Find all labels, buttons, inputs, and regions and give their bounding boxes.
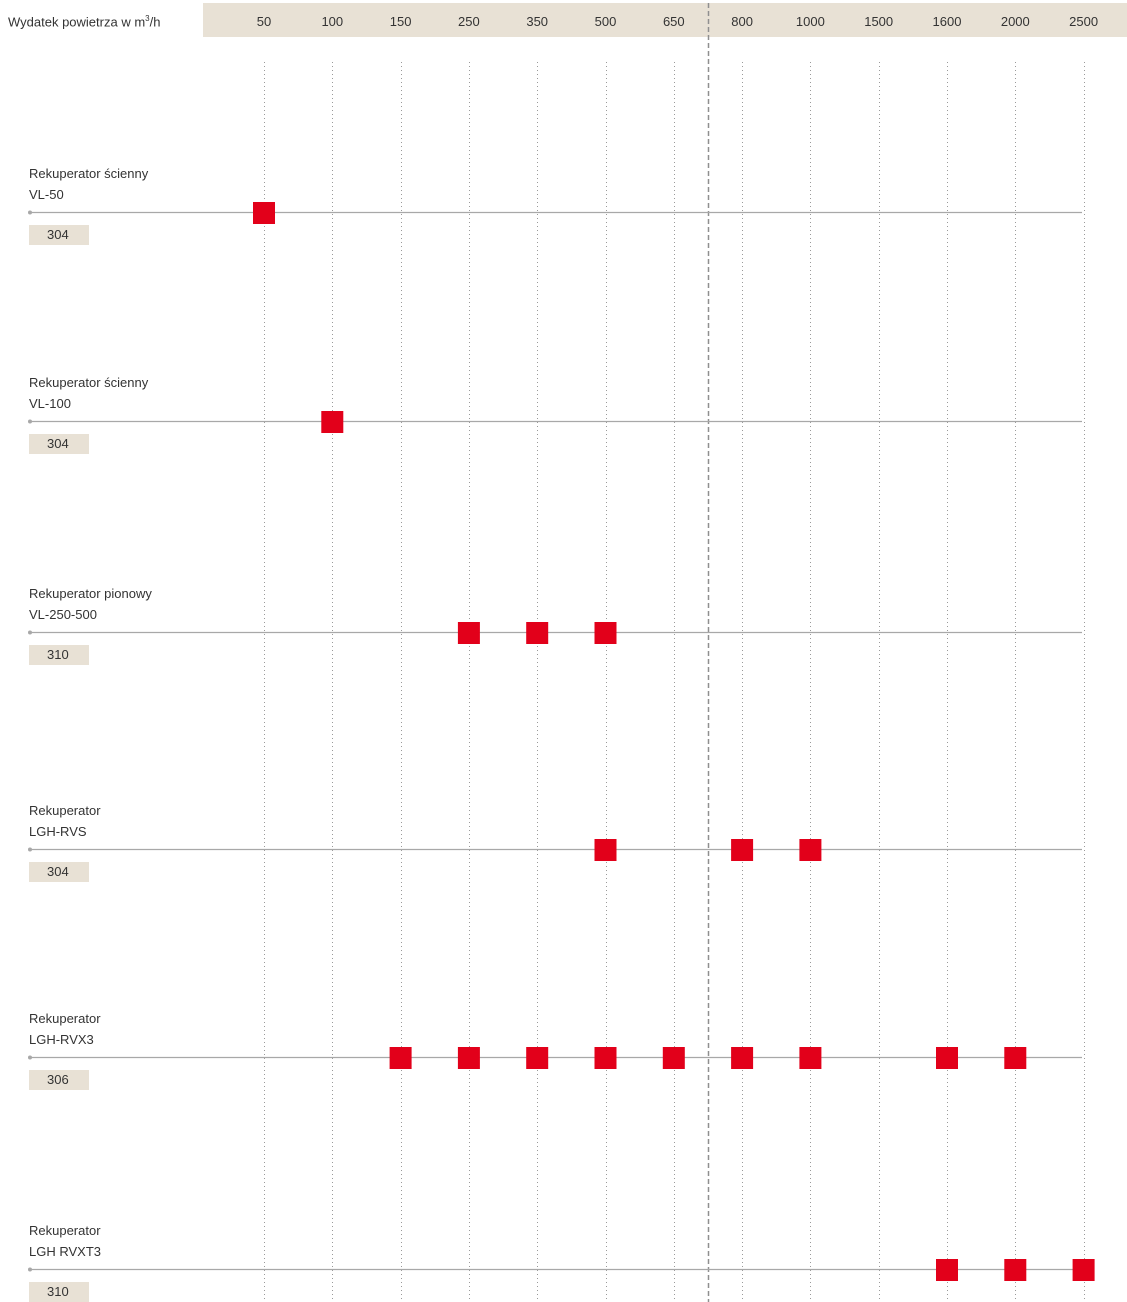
x-tick-350: 350 (526, 14, 549, 29)
data-marker-500 (594, 839, 617, 861)
data-marker-1000 (799, 1047, 822, 1069)
x-tick-2500: 2500 (1069, 14, 1099, 29)
data-marker-800 (731, 839, 754, 861)
data-marker-1000 (799, 839, 822, 861)
x-tick-1500: 1500 (864, 14, 894, 29)
page-badge: 310 (29, 645, 89, 665)
row-start-dot (28, 210, 32, 215)
row-start-dot (28, 419, 32, 424)
data-marker-350 (526, 622, 549, 644)
x-tick-800: 800 (731, 14, 753, 29)
product-label-line1: Rekuperator (29, 1011, 101, 1026)
product-label-line1: Rekuperator (29, 803, 101, 818)
x-tick-1600: 1600 (932, 14, 962, 29)
data-marker-350 (526, 1047, 549, 1069)
header-band (203, 3, 1127, 37)
row-start-dot (28, 630, 32, 635)
data-marker-250 (457, 1047, 480, 1069)
page-badge: 304 (29, 862, 89, 882)
product-label: Rekuperator pionowy VL-250-500 (29, 583, 152, 625)
x-tick-250: 250 (458, 14, 480, 29)
product-label-line1: Rekuperator (29, 1223, 101, 1238)
data-marker-650 (662, 1047, 685, 1069)
data-marker-2000 (1004, 1047, 1027, 1069)
row-start-dot (28, 1055, 32, 1060)
product-label: Rekuperator ścienny VL-100 (29, 372, 148, 414)
page-badge: 310 (29, 1282, 89, 1302)
product-label: Rekuperator LGH-RVS (29, 800, 101, 842)
product-label-line2: VL-250-500 (29, 607, 97, 622)
x-axis-title: Wydatek powietrza w m3/h (8, 14, 161, 30)
x-tick-650: 650 (662, 14, 685, 29)
product-label: Rekuperator LGH RVXT3 (29, 1220, 101, 1262)
data-marker-500 (594, 1047, 617, 1069)
data-marker-1600 (936, 1259, 958, 1281)
x-tick-1000: 1000 (795, 14, 825, 29)
row-start-dot (28, 847, 32, 852)
data-marker-250 (457, 622, 480, 644)
x-tick-50: 50 (256, 14, 272, 29)
page-badge: 306 (29, 1070, 89, 1090)
product-label-line2: LGH-RVS (29, 824, 87, 839)
product-label-line1: Rekuperator ścienny (29, 166, 149, 181)
data-marker-100 (321, 411, 344, 433)
data-marker-500 (594, 622, 617, 644)
product-label: Rekuperator LGH-RVX3 (29, 1008, 101, 1050)
product-label-line2: VL-100 (29, 396, 71, 411)
data-marker-2500 (1072, 1259, 1095, 1281)
data-marker-1600 (936, 1047, 958, 1069)
product-label-line1: Rekuperator ścienny (29, 375, 149, 390)
x-tick-2000: 2000 (1000, 14, 1030, 29)
row-start-dot (28, 1267, 32, 1272)
data-marker-150 (389, 1047, 412, 1069)
page-badge: 304 (29, 225, 89, 245)
data-marker-2000 (1004, 1259, 1027, 1281)
x-tick-150: 150 (389, 14, 412, 29)
product-label-line1: Rekuperator pionowy (29, 586, 152, 601)
data-marker-50 (253, 202, 275, 224)
x-tick-100: 100 (321, 14, 344, 29)
product-label-line2: VL-50 (29, 187, 64, 202)
data-marker-800 (731, 1047, 754, 1069)
product-label-line2: LGH RVXT3 (29, 1244, 102, 1259)
x-tick-500: 500 (594, 14, 617, 29)
product-label-line2: LGH-RVX3 (29, 1032, 94, 1047)
page-badge: 304 (29, 434, 89, 454)
product-label: Rekuperator ścienny VL-50 (29, 163, 148, 205)
